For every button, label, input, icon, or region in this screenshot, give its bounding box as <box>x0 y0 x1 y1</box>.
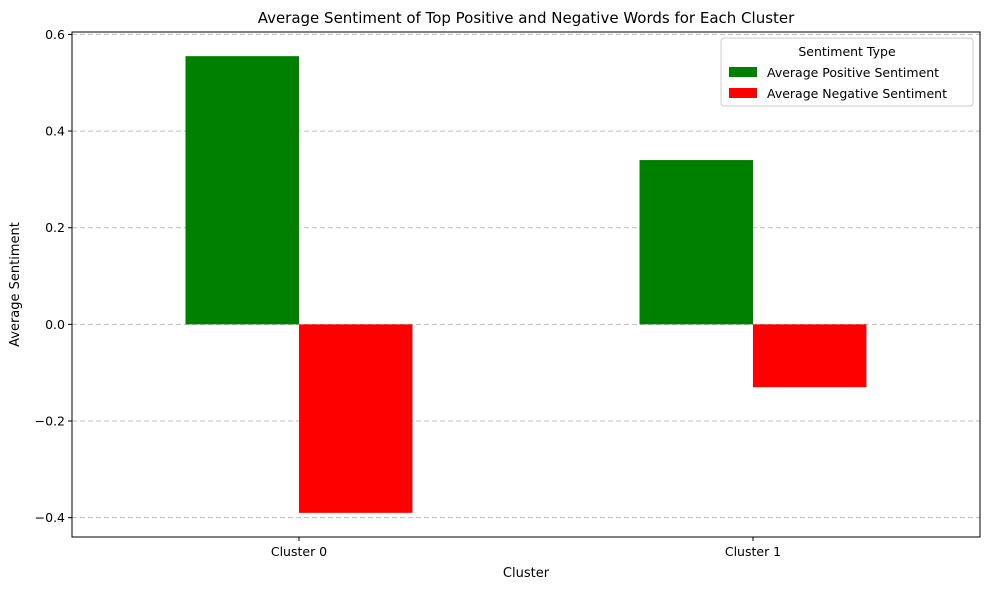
y-tick-label: 0.0 <box>45 317 65 332</box>
legend-swatch-negative <box>729 88 757 98</box>
legend-box <box>720 37 974 107</box>
x-tick-label: Cluster 1 <box>725 544 781 559</box>
x-axis-label: Cluster <box>503 566 550 581</box>
y-axis-ticks: −0.4 −0.2 0.0 0.2 0.4 0.6 <box>35 27 72 525</box>
chart-title: Average Sentiment of Top Positive and Ne… <box>258 9 795 27</box>
legend: Sentiment Type Average Positive Sentimen… <box>720 37 974 107</box>
y-tick-label: 0.6 <box>45 27 65 42</box>
bar-negative-0 <box>299 324 413 513</box>
x-tick-label: Cluster 0 <box>271 544 327 559</box>
y-tick-label: −0.4 <box>35 510 65 525</box>
y-tick-label: −0.2 <box>35 414 65 429</box>
bar-positive-1 <box>639 160 753 325</box>
x-axis-ticks: Cluster 0 Cluster 1 <box>271 537 781 559</box>
y-axis-label: Average Sentiment <box>8 222 23 347</box>
bars <box>185 56 867 513</box>
bar-negative-1 <box>753 324 867 388</box>
legend-label-negative: Average Negative Sentiment <box>767 86 947 101</box>
y-tick-label: 0.4 <box>45 124 65 139</box>
legend-label-positive: Average Positive Sentiment <box>767 65 939 80</box>
plot-frame <box>71 31 981 538</box>
bar-positive-0 <box>185 56 299 325</box>
legend-swatch-positive <box>729 67 757 77</box>
y-tick-label: 0.2 <box>45 220 65 235</box>
legend-title: Sentiment Type <box>798 44 896 59</box>
